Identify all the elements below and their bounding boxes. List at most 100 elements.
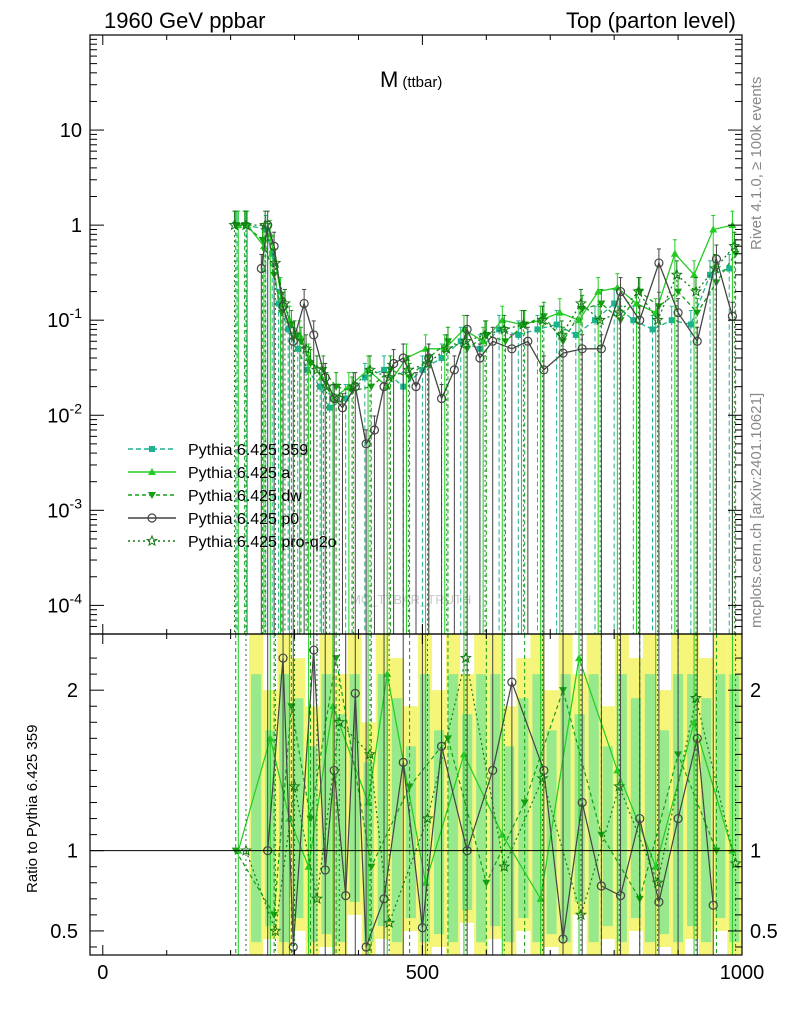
legend-label: Pythia 6.425 359 xyxy=(188,442,308,459)
watermark: MC_TTBAR_TRUTH xyxy=(350,592,471,607)
marker-circle xyxy=(577,797,587,808)
ratio-ylabel: Ratio to Pythia 6.425 359 xyxy=(24,725,41,893)
series-line xyxy=(238,224,733,400)
marker-star xyxy=(145,534,159,547)
marker-square xyxy=(630,317,637,324)
marker-circle xyxy=(558,934,568,944)
y-tick-label: 10-2 xyxy=(47,400,82,427)
marker-circle xyxy=(337,403,348,413)
x-tick-label: 0 xyxy=(97,962,108,984)
ratio-band-inner xyxy=(588,674,599,943)
marker-triangle-down xyxy=(258,236,267,244)
marker-triangle-down xyxy=(693,309,702,317)
y-tick-label: 1 xyxy=(71,215,82,237)
marker-star xyxy=(300,342,313,355)
marker-star xyxy=(320,380,333,392)
marker-circle xyxy=(341,891,351,901)
marker-triangle-up xyxy=(690,718,699,726)
marker-star xyxy=(670,268,683,281)
marker-star xyxy=(651,313,664,326)
marker-triangle-down xyxy=(367,383,376,391)
marker-triangle-up xyxy=(479,337,488,345)
marker-star xyxy=(269,924,282,937)
marker-circle xyxy=(577,344,587,354)
marker-circle xyxy=(411,382,421,392)
y-tick-exponent: -1 xyxy=(70,305,83,321)
marker-circle xyxy=(673,308,683,318)
marker-star xyxy=(498,323,511,335)
marker-square xyxy=(553,321,560,328)
marker-circle xyxy=(436,741,447,751)
marker-triangle-down xyxy=(539,313,548,321)
marker-square xyxy=(361,374,368,381)
marker-circle xyxy=(379,894,389,904)
marker-circle xyxy=(596,881,606,891)
marker-triangle-down xyxy=(501,338,510,346)
marker-circle xyxy=(417,923,427,933)
marker-star xyxy=(555,328,568,341)
marker-square xyxy=(419,366,426,373)
observable-sub: (ttbar) xyxy=(402,74,442,91)
x-tick-label: 1000 xyxy=(720,962,765,984)
ratio-band-inner xyxy=(335,714,346,943)
marker-circle xyxy=(708,900,718,910)
marker-triangle-down xyxy=(306,815,315,823)
marker-star xyxy=(440,342,453,355)
marker-triangle-up xyxy=(148,468,156,475)
marker-square xyxy=(496,326,503,333)
marker-star xyxy=(728,239,741,252)
marker-circle xyxy=(654,258,664,268)
marker-star xyxy=(239,218,252,231)
marker-triangle-down xyxy=(277,309,286,317)
marker-square xyxy=(515,331,522,338)
marker-triangle-up xyxy=(632,299,641,307)
marker-circle xyxy=(558,348,568,358)
marker-triangle-down xyxy=(443,735,452,743)
marker-circle xyxy=(711,254,722,264)
plot-title-right: Top (parton level) xyxy=(566,8,736,33)
marker-star xyxy=(333,392,346,404)
marker-circle xyxy=(449,365,459,375)
marker-star xyxy=(421,812,434,824)
marker-circle xyxy=(361,942,371,952)
marker-circle xyxy=(692,733,702,743)
marker-star xyxy=(421,357,434,369)
marker-circle xyxy=(288,336,298,346)
marker-circle xyxy=(320,372,330,383)
ratio-band-inner xyxy=(391,698,402,943)
marker-triangle-up xyxy=(651,862,660,870)
marker-circle xyxy=(320,865,330,875)
marker-star xyxy=(363,363,376,375)
marker-circle xyxy=(147,513,157,523)
marker-square xyxy=(438,355,445,362)
marker-star xyxy=(228,218,241,231)
marker-star xyxy=(383,916,396,928)
ratio-band-inner xyxy=(687,674,698,927)
series-line xyxy=(260,224,734,446)
marker-triangle-up xyxy=(613,766,622,774)
series-main xyxy=(256,210,738,634)
marker-circle xyxy=(596,344,606,354)
ratio-y-tick-label: 0.5 xyxy=(50,921,78,943)
marker-star xyxy=(363,748,376,760)
marker-circle xyxy=(350,688,360,698)
marker-circle xyxy=(615,286,626,297)
marker-square xyxy=(726,265,733,272)
marker-star xyxy=(729,857,742,869)
ratio-frame xyxy=(89,633,743,956)
legend-label: Pythia 6.425 pro-q2o xyxy=(188,534,337,551)
ratio-band-inner xyxy=(616,674,627,943)
ratio-line xyxy=(235,658,717,917)
series-line xyxy=(234,224,735,400)
marker-triangle-down xyxy=(674,288,683,296)
marker-triangle-up xyxy=(555,308,564,316)
marker-circle xyxy=(692,336,702,346)
marker-square xyxy=(591,317,598,324)
ratio-band-inner xyxy=(574,714,585,903)
ratio-band-inner xyxy=(532,674,543,943)
marker-star xyxy=(498,860,511,872)
marker-star xyxy=(479,328,492,341)
marker-star xyxy=(310,363,323,375)
marker-star xyxy=(689,285,702,297)
